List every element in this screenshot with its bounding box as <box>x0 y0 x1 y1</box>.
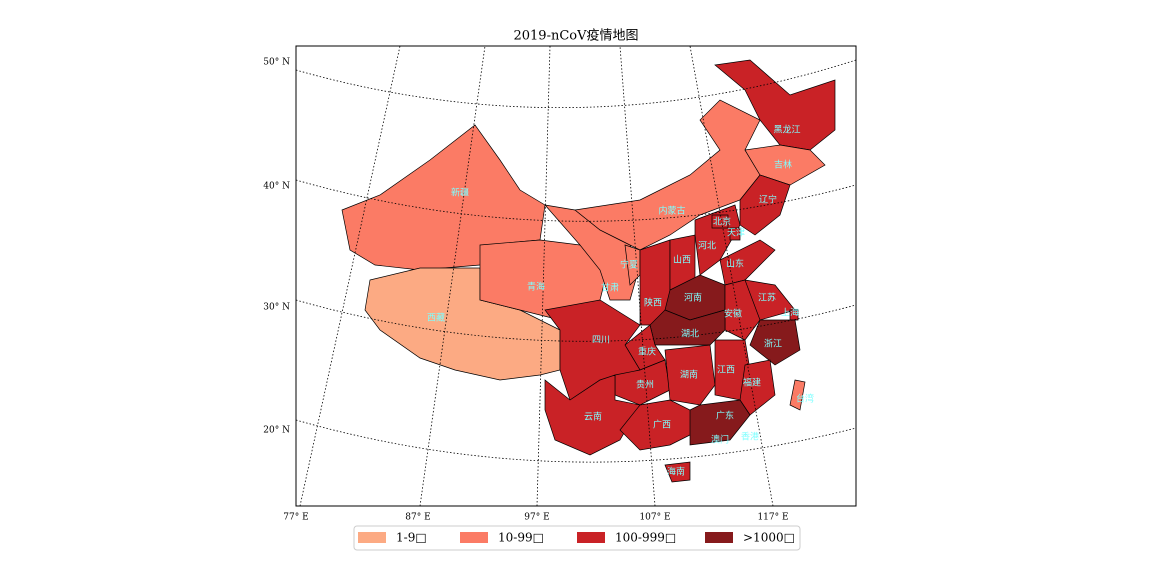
province-label: 内蒙古 <box>658 205 685 217</box>
province-label: 甘肃 <box>601 282 619 294</box>
province-label: 广西 <box>653 419 671 431</box>
lat-label: 40° N <box>263 182 290 192</box>
lat-label: 20° N <box>263 426 290 436</box>
province <box>341 124 546 271</box>
province <box>749 319 801 366</box>
province-label: 重庆 <box>638 346 656 358</box>
province-label: 新疆 <box>451 187 469 199</box>
province <box>789 379 806 411</box>
province <box>729 227 741 241</box>
province-label: 黑龙江 <box>773 124 800 136</box>
province-label: 河南 <box>684 292 702 304</box>
province <box>664 344 716 406</box>
province-label: 上海 <box>781 307 799 319</box>
province-label: 辽宁 <box>759 194 777 206</box>
province-label: 香港 <box>741 431 759 443</box>
legend-swatch <box>705 532 733 543</box>
lat-label: 30° N <box>263 303 290 313</box>
legend-label: 1-9□ <box>396 531 427 545</box>
province-label: 湖南 <box>680 369 698 381</box>
lon-label: 107° E <box>639 513 670 523</box>
province <box>689 399 751 446</box>
province-label: 山东 <box>726 258 744 270</box>
province-label: 陕西 <box>644 297 662 309</box>
map-frame <box>295 45 857 507</box>
graticule <box>295 45 857 507</box>
province-label: 天津 <box>727 228 745 239</box>
legend-swatch <box>577 532 605 543</box>
province-label: 广东 <box>716 410 734 422</box>
province-label: 浙江 <box>764 338 782 350</box>
lon-label: 77° E <box>283 513 308 523</box>
map-title: 2019-nCoV疫情地图 <box>513 28 638 44</box>
province-label: 台湾 <box>796 393 814 405</box>
province-label: 云南 <box>584 411 602 423</box>
lat-label: 50° N <box>263 58 290 68</box>
province-label: 四川 <box>592 336 610 346</box>
province <box>789 309 799 321</box>
province-label: 福建 <box>743 377 761 389</box>
province <box>714 59 836 151</box>
province <box>719 239 776 286</box>
lon-label: 87° E <box>405 513 430 523</box>
legend-label: 10-99□ <box>498 531 544 545</box>
province-label: 澳门 <box>711 434 729 446</box>
land <box>341 59 836 483</box>
province-label: 海南 <box>667 466 685 478</box>
province <box>711 214 729 229</box>
province-label: 江苏 <box>758 292 776 304</box>
province-label: 西藏 <box>427 312 445 324</box>
province-label: 安徽 <box>724 308 742 320</box>
lon-label: 97° E <box>524 513 549 523</box>
province-label: 吉林 <box>774 159 792 171</box>
legend-swatch <box>460 532 488 543</box>
province <box>664 461 691 483</box>
legend-label: >1000□ <box>743 531 795 545</box>
province-label: 湖北 <box>681 329 699 340</box>
lon-label: 117° E <box>757 513 788 523</box>
province-label: 江西 <box>717 365 735 376</box>
province-label: 山西 <box>673 255 691 266</box>
province-label: 宁夏 <box>620 259 638 271</box>
province <box>649 309 726 346</box>
province-label: 青海 <box>527 281 545 293</box>
province-label: 贵州 <box>636 379 654 391</box>
legend-swatch <box>358 532 386 543</box>
province-label: 河北 <box>698 240 716 252</box>
legend-label: 100-999□ <box>615 531 676 545</box>
province-label: 北京 <box>713 216 731 228</box>
